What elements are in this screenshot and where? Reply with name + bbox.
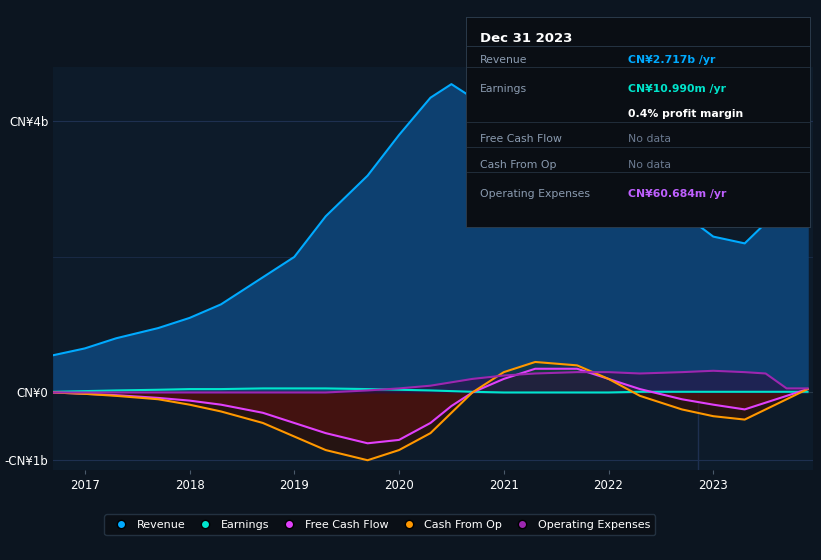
Text: Free Cash Flow: Free Cash Flow bbox=[480, 134, 562, 144]
Text: CN¥10.990m /yr: CN¥10.990m /yr bbox=[627, 84, 726, 94]
Text: CN¥60.684m /yr: CN¥60.684m /yr bbox=[627, 189, 726, 199]
Text: Cash From Op: Cash From Op bbox=[480, 160, 557, 170]
Text: No data: No data bbox=[627, 134, 671, 144]
Legend: Revenue, Earnings, Free Cash Flow, Cash From Op, Operating Expenses: Revenue, Earnings, Free Cash Flow, Cash … bbox=[104, 514, 655, 535]
Text: Revenue: Revenue bbox=[480, 55, 528, 64]
Text: Operating Expenses: Operating Expenses bbox=[480, 189, 590, 199]
Text: Dec 31 2023: Dec 31 2023 bbox=[480, 31, 572, 44]
Text: CN¥2.717b /yr: CN¥2.717b /yr bbox=[627, 55, 715, 64]
Text: 0.4% profit margin: 0.4% profit margin bbox=[627, 109, 743, 119]
Text: Earnings: Earnings bbox=[480, 84, 527, 94]
Text: No data: No data bbox=[627, 160, 671, 170]
